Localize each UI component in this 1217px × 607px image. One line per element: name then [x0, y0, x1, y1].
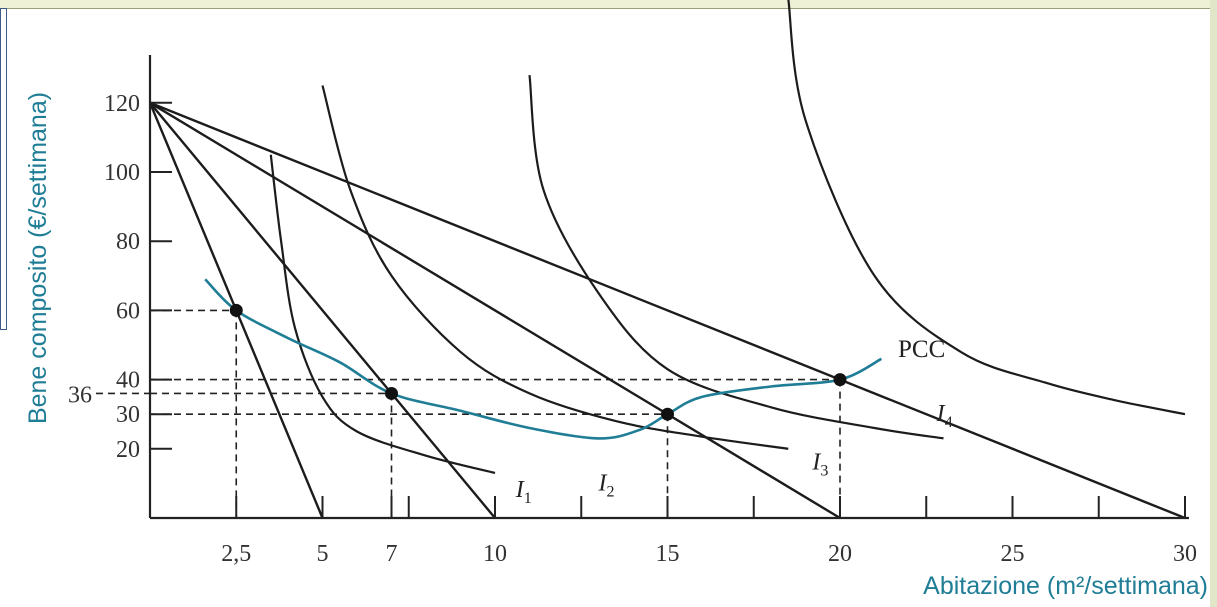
left-panel-edge [0, 8, 7, 330]
budget-line-2 [149, 102, 496, 519]
top-strip [0, 0, 1217, 9]
curve-label-3: I3 [811, 450, 828, 480]
indifference-curves-group [269, 0, 1186, 475]
pcc-group [204, 278, 883, 440]
indifference-curve-1 [269, 154, 496, 475]
budget-lines-group [148, 101, 1186, 520]
curve-label-sub-1: 1 [524, 490, 532, 507]
curve-label-sub-2: 2 [607, 483, 615, 500]
curve-label-4: I4 [936, 401, 953, 431]
equilibrium-points-group [229, 303, 847, 421]
curve-label-sub-4: 4 [945, 414, 953, 431]
y-tick-label-20: 20 [116, 437, 140, 463]
y-axis-label: Bene composito (€/settimana) [24, 92, 52, 424]
curve-label-sub-3: 3 [820, 463, 828, 480]
x-tick-label-30: 30 [1173, 541, 1197, 567]
x-tick-label-25: 25 [1001, 541, 1025, 567]
pcc-curve [204, 278, 883, 440]
y-tick-label-36: 36 [68, 382, 92, 408]
x-tick-label-2-5: 2,5 [221, 541, 251, 567]
y-tick-label-60: 60 [116, 298, 140, 324]
equilibrium-point-2 [385, 386, 398, 400]
curve-label-2: I2 [598, 470, 615, 500]
y-tick-label-30: 30 [116, 402, 140, 428]
equilibrium-point-4 [833, 373, 847, 387]
x-tick-label-20: 20 [828, 541, 852, 567]
equilibrium-point-3 [661, 407, 674, 421]
x-tick-label-10: 10 [483, 541, 507, 567]
curve-label-1: I1 [515, 477, 532, 507]
x-tick-label-7: 7 [386, 541, 398, 567]
x-tick-label-5: 5 [317, 541, 329, 567]
y-tick-label-40: 40 [116, 368, 140, 394]
x-tick-label-15: 15 [656, 541, 680, 567]
pcc-label: PCC [898, 336, 945, 363]
y-tick-label-80: 80 [116, 229, 140, 255]
indifference-curve-2 [321, 85, 789, 450]
indifference-curve-4 [787, 0, 1186, 416]
x-axis-label: Abitazione (m²/settimana) [923, 572, 1208, 600]
axes-group [148, 55, 1189, 520]
budget-line-4 [149, 101, 1186, 520]
y-tick-label-120: 120 [104, 91, 140, 117]
y-tick-label-100: 100 [104, 160, 140, 186]
equilibrium-point-1 [229, 303, 243, 317]
labels-group: 20 30 40 60 80 100 120 36 2,5 5 7 10 15 20 25 30 I1 I2 I3 I… [68, 91, 1197, 567]
budget-line-3 [149, 101, 841, 520]
indifference-curve-3 [528, 74, 944, 440]
right-edge [1210, 0, 1217, 607]
